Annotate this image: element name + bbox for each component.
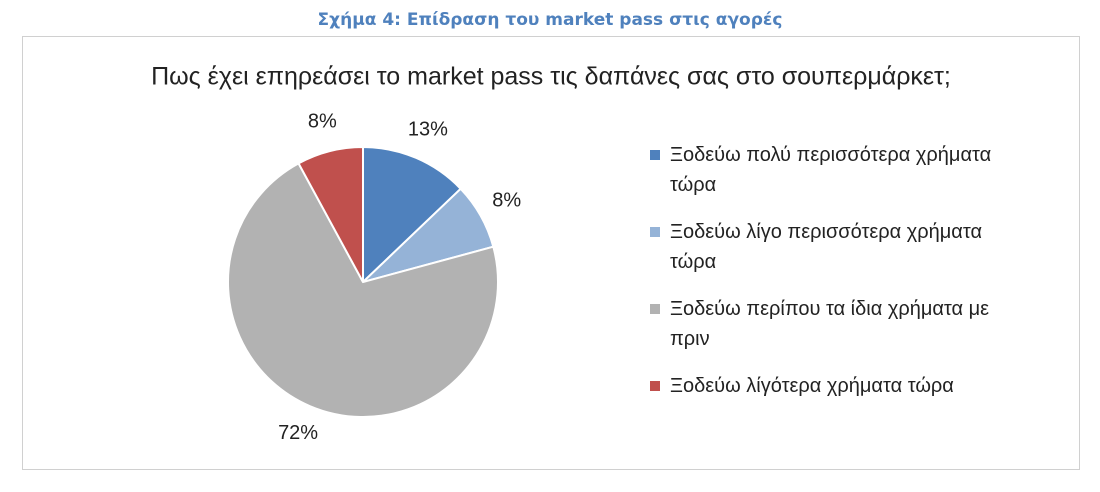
legend-swatch [650,150,660,160]
pie-slice [297,145,364,283]
pie-slice [227,162,499,418]
legend-swatch [650,381,660,391]
legend-label: Ξοδεύω λίγότερα χρήματα τώρα [670,375,954,397]
legend-label: Ξοδεύω πολύ περισσότερα χρήματα τώρα [670,144,992,196]
data-label: 13% [408,119,448,141]
data-label: 8% [308,110,337,132]
data-label: 8% [492,189,521,211]
legend-item: Ξοδεύω περίπου τα ίδια χρήματα με πριν [650,294,1030,354]
legend-item: Ξοδεύω πολύ περισσότερα χρήματα τώρα [650,140,1030,200]
legend: Ξοδεύω πολύ περισσότερα χρήματα τώρα Ξοδε… [650,140,1030,418]
legend-swatch [650,304,660,314]
pie-slice [362,145,463,285]
legend-item: Ξοδεύω λίγο περισσότερα χρήματα τώρα [650,217,1030,277]
legend-swatch [650,227,660,237]
data-label: 72% [278,422,318,444]
legend-item: Ξοδεύω λίγότερα χρήματα τώρα [650,371,1030,401]
figure-caption: Σχήμα 4: Επίδραση του market pass στις α… [317,10,783,30]
chart-frame [22,36,1080,470]
legend-label: Ξοδεύω περίπου τα ίδια χρήματα με πριν [670,298,990,350]
chart-title: Πως έχει επηρεάσει το market pass τις δα… [151,63,951,91]
legend-label: Ξοδεύω λίγο περισσότερα χρήματα τώρα [670,221,983,273]
